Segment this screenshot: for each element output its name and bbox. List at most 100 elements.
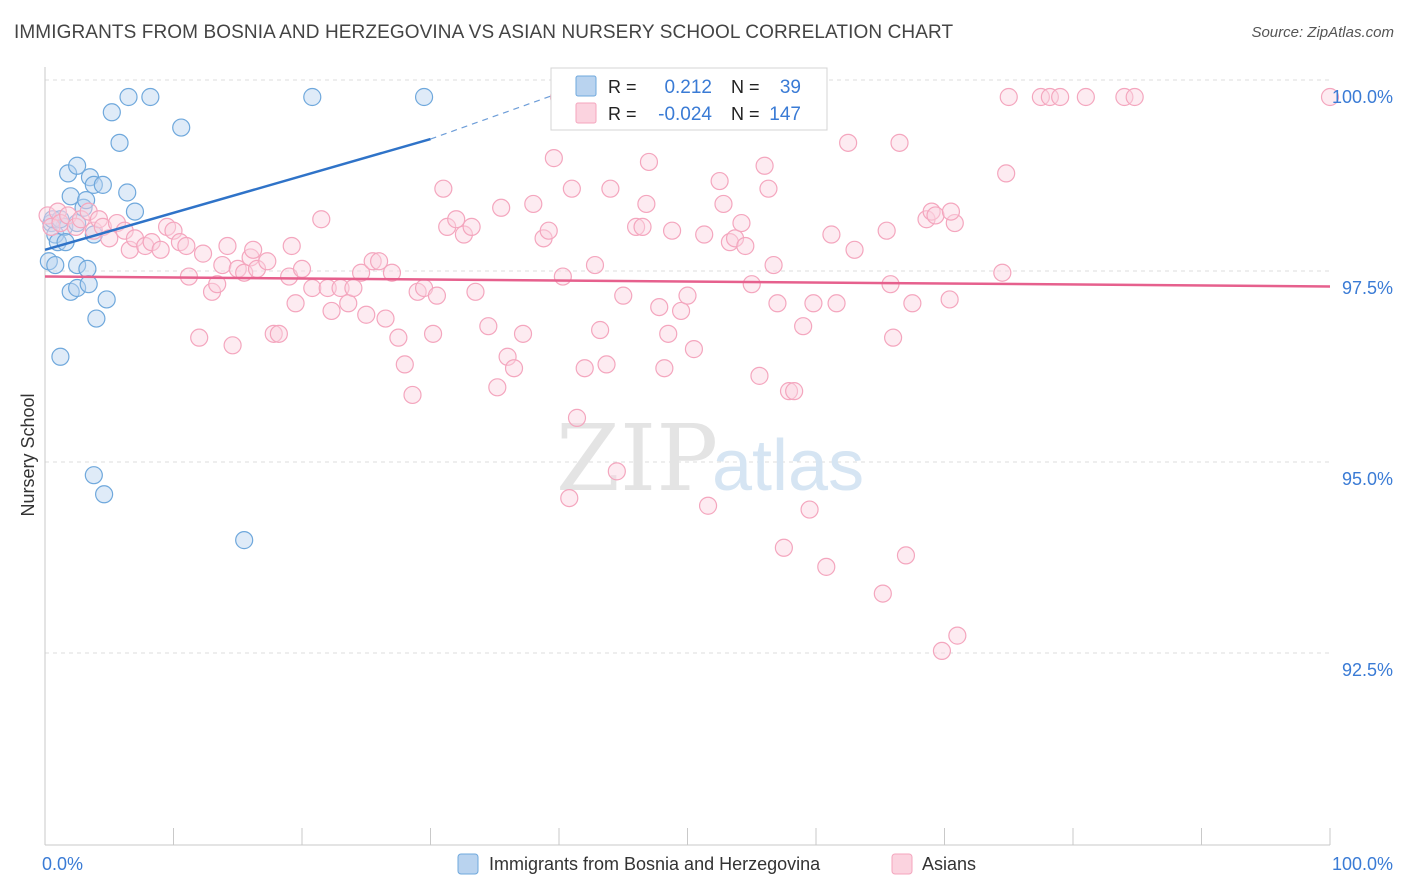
trend-line-bosnia xyxy=(44,137,431,252)
data-point xyxy=(423,324,443,343)
data-point xyxy=(492,198,511,217)
trend-lines xyxy=(44,92,1331,288)
data-point xyxy=(48,202,67,221)
data-point xyxy=(948,626,967,645)
legend-swatch-asians xyxy=(891,853,913,875)
data-point xyxy=(650,298,669,317)
data-point xyxy=(607,462,626,481)
data-point xyxy=(71,210,91,229)
data-point xyxy=(292,259,312,278)
data-point xyxy=(68,156,87,175)
data-point xyxy=(695,225,714,244)
data-point xyxy=(322,301,341,321)
data-point xyxy=(750,366,769,385)
data-point xyxy=(193,244,213,263)
y-tick-label: 92.5% xyxy=(1342,660,1393,680)
data-point xyxy=(61,187,80,206)
data-point xyxy=(764,255,783,275)
data-point xyxy=(710,171,729,191)
data-point xyxy=(479,317,498,336)
data-point xyxy=(84,466,103,485)
series-asians-points xyxy=(38,87,1340,661)
data-point xyxy=(352,263,371,282)
data-point xyxy=(172,118,191,137)
data-point xyxy=(575,359,594,378)
data-point xyxy=(97,290,116,309)
data-point xyxy=(282,236,301,256)
data-point xyxy=(258,252,277,271)
y-axis-label: Nursery School xyxy=(18,393,38,516)
data-point xyxy=(883,328,903,347)
data-point xyxy=(363,252,382,271)
data-point xyxy=(539,221,558,240)
data-point xyxy=(46,255,65,275)
data-point xyxy=(462,217,481,236)
data-point xyxy=(223,336,242,355)
data-point xyxy=(614,286,633,305)
data-point xyxy=(498,347,517,366)
data-point xyxy=(513,324,533,343)
data-point xyxy=(376,309,395,328)
x-tick-label-max: 100.0% xyxy=(1332,854,1393,874)
data-point xyxy=(800,500,819,519)
y-tick-label: 95.0% xyxy=(1342,469,1393,489)
data-point xyxy=(742,275,761,294)
data-point xyxy=(357,305,376,324)
legend-label-asians: Asians xyxy=(922,854,976,874)
data-point xyxy=(77,191,96,210)
gridlines xyxy=(45,79,1330,654)
data-point xyxy=(125,202,145,221)
stats-n-label-bosnia: N = xyxy=(731,77,760,97)
data-point xyxy=(926,206,945,225)
data-point xyxy=(940,290,959,309)
watermark: ZIP atlas xyxy=(556,405,864,512)
stats-swatch-asians xyxy=(575,102,597,124)
data-point xyxy=(601,179,620,198)
data-point xyxy=(1125,87,1144,107)
data-point xyxy=(794,317,813,336)
data-point xyxy=(562,179,581,198)
data-point xyxy=(759,179,778,198)
data-point xyxy=(659,324,678,343)
data-point xyxy=(42,217,61,236)
series-legend: Immigrants from Bosnia and Herzegovina A… xyxy=(457,853,976,875)
trend-line-bosnia-extension xyxy=(430,92,560,140)
data-point xyxy=(560,489,579,508)
data-point xyxy=(370,252,389,271)
legend-swatch-bosnia xyxy=(457,853,479,875)
data-point xyxy=(890,133,909,152)
data-point xyxy=(120,240,139,259)
data-point xyxy=(208,275,227,294)
data-point xyxy=(447,210,466,229)
data-point xyxy=(817,557,836,576)
y-tick-label: 100.0% xyxy=(1332,87,1393,107)
data-point xyxy=(698,496,718,515)
data-point xyxy=(567,408,587,427)
legend-label-bosnia: Immigrants from Bosnia and Herzegovina xyxy=(489,854,821,874)
data-point xyxy=(79,202,98,221)
data-point xyxy=(141,87,160,107)
data-point xyxy=(100,229,119,248)
data-point xyxy=(755,156,774,175)
data-point xyxy=(235,531,254,550)
data-point xyxy=(218,236,237,256)
data-point xyxy=(68,278,87,298)
stats-r-label-bosnia: R = xyxy=(608,77,637,97)
data-point xyxy=(993,263,1012,282)
data-point xyxy=(714,194,733,214)
stats-r-label-asians: R = xyxy=(608,104,637,124)
data-point xyxy=(395,355,414,374)
data-point xyxy=(873,584,892,603)
data-point xyxy=(932,641,952,661)
data-point xyxy=(177,236,196,256)
source-label: Source: ZipAtlas.com xyxy=(1251,24,1394,41)
data-point xyxy=(95,485,114,504)
data-point xyxy=(190,328,209,347)
x-ticks xyxy=(44,828,1331,845)
y-tick-labels: 92.5% 95.0% 97.5% 100.0% xyxy=(1332,87,1393,680)
data-point xyxy=(110,133,129,152)
data-point xyxy=(785,382,804,401)
data-point xyxy=(637,194,656,214)
stats-r-value-asians: -0.024 xyxy=(658,104,712,125)
